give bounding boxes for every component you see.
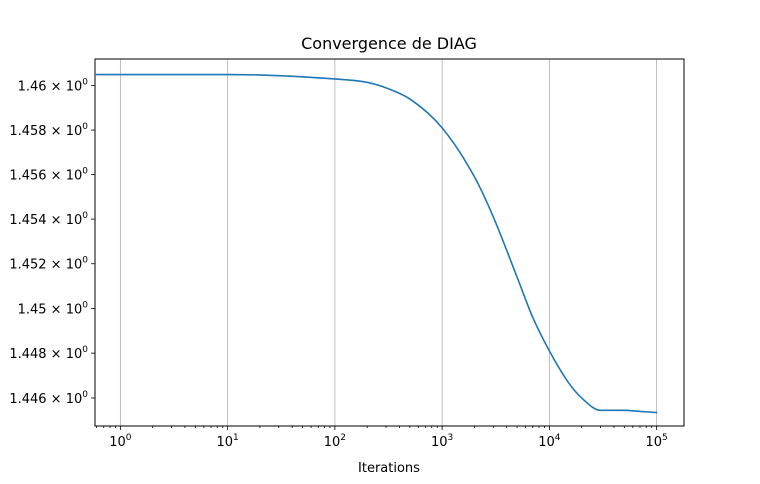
x-tick-label-base: 10	[538, 435, 555, 450]
x-tick-label-base: 10	[645, 435, 662, 450]
x-tick-label-exponent: 5	[662, 433, 668, 443]
y-tick-label: 1.452 × 100	[9, 256, 88, 273]
y-tick-label-mantissa: 1.446	[9, 392, 46, 407]
y-tick-label-exponent: 0	[82, 167, 88, 177]
y-tick-label-base: 10	[66, 80, 83, 95]
y-tick-label-mantissa: 1.458	[9, 124, 46, 139]
x-tick-label-exponent: 2	[340, 433, 346, 443]
y-tick-label-base: 10	[66, 213, 83, 228]
x-tick-label-base: 10	[216, 435, 233, 450]
y-tick-label-base: 10	[66, 258, 83, 273]
x-axis-label: Iterations	[358, 461, 420, 476]
y-tick-label-exponent: 0	[82, 390, 88, 400]
plot-frame	[94, 58, 685, 427]
y-tick-label-times: ×	[47, 80, 66, 95]
y-tick-label-mantissa: 1.45	[18, 302, 47, 317]
x-tick-label-exponent: 0	[126, 433, 132, 443]
y-tick-label: 1.446 × 100	[9, 390, 88, 407]
x-tick-label: 104	[538, 433, 561, 450]
y-tick-label-mantissa: 1.452	[9, 258, 46, 273]
y-tick-label-base: 10	[66, 124, 83, 139]
x-tick-label: 105	[645, 433, 667, 450]
x-tick-label-base: 10	[431, 435, 448, 450]
y-tick-label: 1.458 × 100	[9, 122, 88, 139]
y-tick-label: 1.45 × 100	[18, 300, 89, 317]
y-tick-label-mantissa: 1.448	[9, 347, 46, 362]
x-tick-label: 102	[324, 433, 346, 450]
series-line	[95, 73, 658, 414]
x-tick-label: 103	[431, 433, 453, 450]
x-tick-label: 100	[109, 433, 132, 450]
x-tick-label-base: 10	[324, 435, 341, 450]
y-tick-label-exponent: 0	[82, 300, 88, 310]
y-tick-label-mantissa: 1.46	[18, 80, 47, 95]
y-tick-label: 1.454 × 100	[9, 211, 88, 228]
y-tick-label-base: 10	[66, 392, 83, 407]
y-tick-label: 1.46 × 100	[18, 78, 89, 95]
x-tick-label-exponent: 4	[555, 433, 561, 443]
grid-lines	[119, 59, 658, 426]
y-tick-label-base: 10	[66, 169, 83, 184]
y-tick-label-exponent: 0	[82, 345, 88, 355]
y-tick-label-base: 10	[66, 347, 83, 362]
chart-title: Convergence de DIAG	[301, 34, 477, 53]
y-tick-label-exponent: 0	[82, 78, 88, 88]
series-layer	[95, 73, 658, 414]
y-tick-label-times: ×	[47, 169, 66, 184]
x-tick-label-base: 10	[109, 435, 126, 450]
y-tick-label-base: 10	[66, 302, 83, 317]
x-axis: 100 101 102 103 104 105	[96, 426, 668, 450]
y-tick-label-times: ×	[47, 347, 66, 362]
y-tick-label-mantissa: 1.456	[9, 169, 46, 184]
x-tick-label: 101	[216, 433, 238, 450]
y-tick-label-exponent: 0	[82, 256, 88, 266]
x-tick-label-exponent: 3	[448, 433, 454, 443]
y-tick-label-times: ×	[47, 258, 66, 273]
y-tick-label-times: ×	[47, 213, 66, 228]
y-tick-label-times: ×	[47, 392, 66, 407]
y-tick-label-exponent: 0	[82, 122, 88, 132]
y-tick-label-times: ×	[47, 124, 66, 139]
y-tick-label-times: ×	[47, 302, 66, 317]
x-tick-label-exponent: 1	[233, 433, 239, 443]
y-tick-label-mantissa: 1.454	[9, 213, 46, 228]
y-tick-label: 1.448 × 100	[9, 345, 88, 362]
y-tick-label: 1.456 × 100	[9, 167, 88, 184]
y-tick-label-exponent: 0	[82, 211, 88, 221]
